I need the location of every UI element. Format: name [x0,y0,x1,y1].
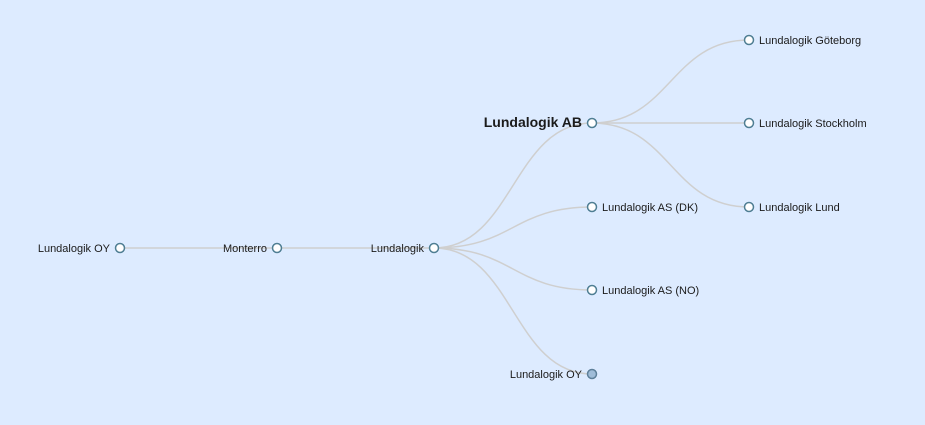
tree-node-lund[interactable]: Lundalogik Lund [743,201,840,214]
tree-node-sthlm[interactable]: Lundalogik Stockholm [743,117,867,130]
tree-link-ab-to-lund [591,122,750,208]
tree-link-ab-to-gbg [591,39,750,124]
tree-node-gbg[interactable]: Lundalogik Göteborg [743,34,862,47]
node-label[interactable]: Lundalogik AS (DK) [602,202,698,214]
tree-node-monterro[interactable]: Monterro [223,242,283,255]
node-label[interactable]: Lundalogik [371,243,425,255]
node-toggle-circle[interactable] [428,242,440,254]
node-label[interactable]: Lundalogik Göteborg [759,35,861,47]
node-toggle-circle[interactable] [114,242,126,254]
node-toggle-circle[interactable] [271,242,283,254]
links-layer [120,39,750,375]
node-toggle-circle[interactable] [743,117,755,129]
node-label[interactable]: Lundalogik OY [510,369,583,381]
node-label[interactable]: Lundalogik Stockholm [759,118,867,130]
tree-node-no[interactable]: Lundalogik AS (NO) [586,284,700,297]
node-label[interactable]: Lundalogik AS (NO) [602,285,699,297]
tree-node-oy-child[interactable]: Lundalogik OY [510,368,598,381]
node-toggle-circle[interactable] [586,201,598,213]
node-toggle-circle[interactable] [743,34,755,46]
node-toggle-circle[interactable] [586,368,598,380]
tree-node-oy-root[interactable]: Lundalogik OY [38,242,126,255]
node-label[interactable]: Lundalogik OY [38,243,111,255]
tree-link-lundalogik-to-dk [433,206,593,249]
nodes-layer: Lundalogik OY Monterro Lundalogik Lundalogi… [38,34,867,381]
tree-node-ab[interactable]: Lundalogik AB [484,114,598,130]
tree-link-lundalogik-to-no [433,247,593,291]
node-toggle-circle[interactable] [743,201,755,213]
node-label[interactable]: Monterro [223,243,267,255]
tree-link-lundalogik-to-oy-child [433,247,593,375]
node-label[interactable]: Lundalogik Lund [759,202,840,214]
node-label[interactable]: Lundalogik AB [484,114,582,130]
tree-node-dk[interactable]: Lundalogik AS (DK) [586,201,699,214]
node-toggle-circle[interactable] [586,284,598,296]
tree-link-lundalogik-to-ab [433,122,593,249]
node-toggle-circle[interactable] [586,117,598,129]
tree-node-lundalogik[interactable]: Lundalogik [371,242,440,255]
